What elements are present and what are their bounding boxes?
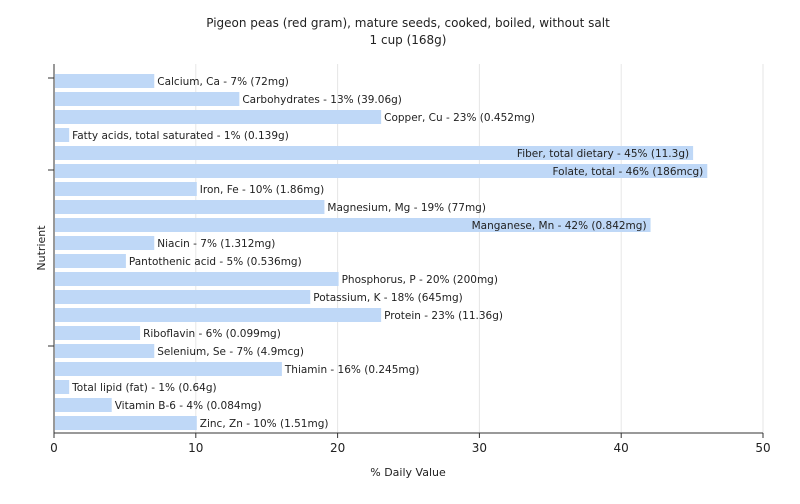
- bar: [55, 182, 197, 196]
- x-tick-label: 50: [755, 441, 770, 455]
- bar-data-label: Selenium, Se - 7% (4.9mcg): [157, 346, 304, 358]
- bar-data-label: Niacin - 7% (1.312mg): [157, 238, 275, 250]
- bar: [55, 92, 240, 106]
- x-tick-label: 40: [614, 441, 629, 455]
- bar: [55, 146, 694, 160]
- bar: [55, 200, 325, 214]
- bar: [55, 218, 651, 232]
- bar-data-label: Protein - 23% (11.36g): [384, 310, 503, 322]
- bar-data-label: Thiamin - 16% (0.245mg): [284, 364, 420, 376]
- bar: [55, 344, 155, 358]
- bar-data-label: Total lipid (fat) - 1% (0.64g): [71, 382, 216, 394]
- bar-data-label: Folate, total - 46% (186mcg): [553, 166, 704, 178]
- x-tick-label: 20: [330, 441, 345, 455]
- bar-data-label: Riboflavin - 6% (0.099mg): [143, 328, 281, 340]
- bar-data-label: Zinc, Zn - 10% (1.51mg): [200, 418, 329, 430]
- plot-area: Calcium, Ca - 7% (72mg) Carbohydrates - 1…: [48, 64, 771, 455]
- bar: [55, 110, 382, 124]
- chart-title: Pigeon peas (red gram), mature seeds, co…: [206, 16, 610, 30]
- chart-subtitle: 1 cup (168g): [370, 33, 447, 47]
- bar-data-label: Fatty acids, total saturated - 1% (0.139…: [72, 130, 289, 142]
- bar: [55, 272, 339, 286]
- bar: [55, 416, 197, 430]
- bar-data-label: Magnesium, Mg - 19% (77mg): [327, 202, 486, 214]
- x-tick-label: 10: [188, 441, 203, 455]
- x-axis-label: % Daily Value: [370, 466, 446, 479]
- bar: [55, 74, 155, 88]
- x-tick-label: 30: [472, 441, 487, 455]
- bar: [55, 326, 141, 340]
- bar-data-label: Carbohydrates - 13% (39.06g): [242, 94, 402, 106]
- bar: [55, 362, 282, 376]
- bar: [55, 290, 311, 304]
- x-tick-label: 0: [50, 441, 58, 455]
- bar: [55, 164, 708, 178]
- bar: [55, 398, 112, 412]
- bar: [55, 308, 382, 322]
- bar-data-label: Pantothenic acid - 5% (0.536mg): [129, 256, 302, 268]
- bar-data-label: Potassium, K - 18% (645mg): [313, 292, 463, 304]
- bar: [55, 236, 155, 250]
- bar: [55, 380, 70, 394]
- bar-data-label: Calcium, Ca - 7% (72mg): [157, 76, 289, 88]
- bar-data-label: Copper, Cu - 23% (0.452mg): [384, 112, 535, 124]
- bar-data-label: Manganese, Mn - 42% (0.842mg): [472, 220, 647, 232]
- bar-data-label: Iron, Fe - 10% (1.86mg): [200, 184, 324, 196]
- y-axis-label: Nutrient: [35, 225, 48, 271]
- bar: [55, 128, 70, 142]
- bar-data-label: Phosphorus, P - 20% (200mg): [342, 274, 498, 286]
- bar-data-label: Fiber, total dietary - 45% (11.3g): [517, 148, 689, 160]
- bar-data-label: Vitamin B-6 - 4% (0.084mg): [115, 400, 262, 412]
- bar: [55, 254, 126, 268]
